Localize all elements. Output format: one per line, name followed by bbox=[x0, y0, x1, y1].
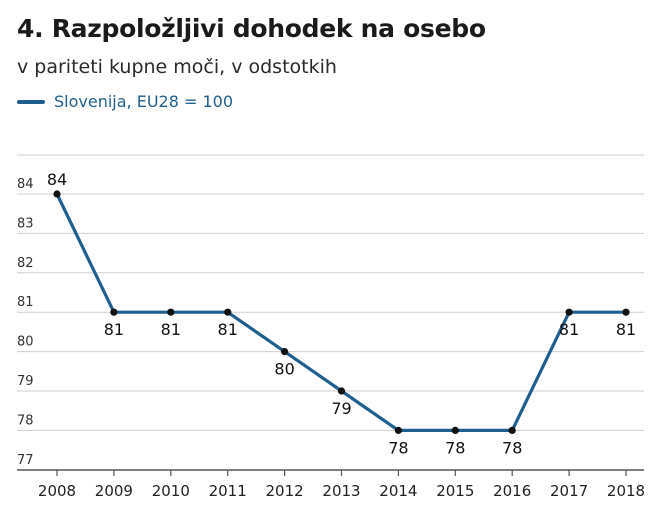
x-tick-label: 2008 bbox=[38, 482, 76, 500]
chart-subtitle: v pariteti kupne moči, v odstotkih bbox=[17, 56, 337, 78]
data-point bbox=[53, 190, 61, 198]
x-tick-label: 2018 bbox=[607, 482, 645, 500]
x-tick-label: 2016 bbox=[493, 482, 531, 500]
data-point bbox=[508, 426, 516, 434]
x-tick-label: 2011 bbox=[209, 482, 247, 500]
x-tick-label: 2009 bbox=[95, 482, 133, 500]
y-tick-label: 77 bbox=[17, 453, 34, 468]
y-tick-label: 79 bbox=[17, 374, 34, 389]
data-label: 78 bbox=[502, 438, 522, 457]
data-label: 81 bbox=[104, 320, 124, 339]
legend-label: Slovenija, EU28 = 100 bbox=[54, 92, 234, 111]
data-point bbox=[394, 426, 402, 434]
x-axis: 2008 2009 2010 2011 2012 2013 2014 2015 2016 2017… bbox=[17, 469, 645, 500]
data-point bbox=[281, 348, 289, 356]
x-tick-label: 2014 bbox=[379, 482, 417, 500]
data-point bbox=[565, 308, 573, 316]
data-label: 78 bbox=[445, 438, 465, 457]
x-tick-label: 2017 bbox=[550, 482, 588, 500]
y-tick-label: 81 bbox=[17, 295, 34, 310]
x-tick-label: 2010 bbox=[152, 482, 190, 500]
gridlines bbox=[17, 154, 644, 431]
y-tick-label: 83 bbox=[17, 216, 34, 231]
x-tick-label: 2015 bbox=[436, 482, 474, 500]
legend: Slovenija, EU28 = 100 bbox=[17, 92, 233, 111]
data-point bbox=[167, 308, 175, 316]
y-tick-label: 82 bbox=[17, 256, 34, 271]
data-label: 84 bbox=[47, 170, 67, 189]
data-label: 81 bbox=[218, 320, 238, 339]
y-tick-label: 78 bbox=[17, 413, 34, 428]
y-axis-ticks: 84 83 82 81 80 79 78 77 bbox=[17, 177, 34, 468]
data-point bbox=[622, 308, 630, 316]
data-label: 78 bbox=[388, 438, 408, 457]
data-point bbox=[110, 308, 118, 316]
data-label: 79 bbox=[331, 399, 351, 418]
chart-title: 4. Razpoložljivi dohodek na osebo bbox=[17, 14, 486, 43]
legend-swatch bbox=[17, 99, 45, 104]
x-tick-label: 2013 bbox=[322, 482, 360, 500]
data-label: 81 bbox=[616, 320, 636, 339]
data-point bbox=[337, 387, 346, 395]
series-slovenija bbox=[53, 190, 630, 434]
data-label: 81 bbox=[161, 320, 181, 339]
data-labels: 84 81 81 81 80 79 78 78 78 81 81 bbox=[47, 170, 636, 457]
data-point bbox=[224, 308, 232, 316]
data-label: 80 bbox=[274, 360, 294, 379]
data-point bbox=[451, 426, 459, 434]
x-tick-label: 2012 bbox=[266, 482, 304, 500]
y-tick-label: 80 bbox=[17, 335, 34, 350]
y-tick-label: 84 bbox=[17, 177, 34, 192]
data-label: 81 bbox=[559, 320, 579, 339]
